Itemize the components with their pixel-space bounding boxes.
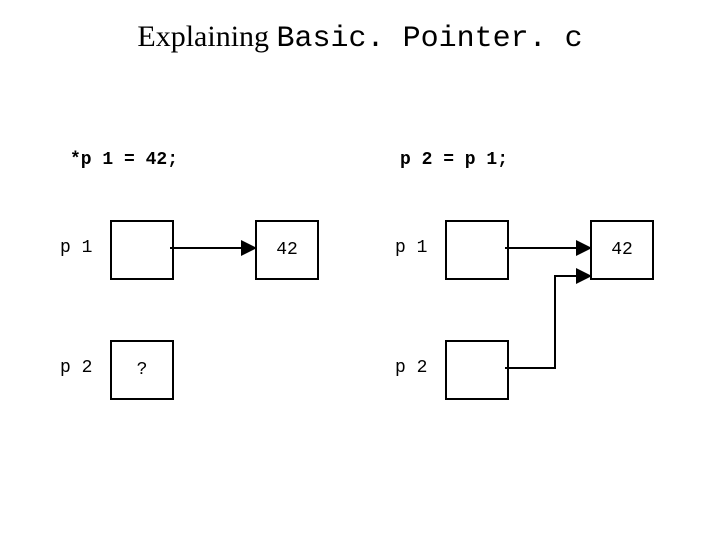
title-mono: Basic. Pointer. c — [277, 22, 583, 56]
left-p1-box — [110, 220, 174, 280]
left-p2-val: ? — [137, 360, 148, 380]
right-p1-box — [445, 220, 509, 280]
right-p2-label: p 2 — [395, 358, 427, 378]
right-arrow-p2-to-42 — [505, 276, 590, 368]
right-p1-label: p 1 — [395, 238, 427, 258]
right-code: p 2 = p 1; — [400, 150, 508, 170]
right-val42-box: 42 — [590, 220, 654, 280]
left-code: *p 1 = 42; — [70, 150, 178, 170]
right-val42: 42 — [611, 240, 633, 260]
right-p2-box — [445, 340, 509, 400]
left-p2-label: p 2 — [60, 358, 92, 378]
left-val42: 42 — [276, 240, 298, 260]
left-p1-label: p 1 — [60, 238, 92, 258]
page-title: Explaining Basic. Pointer. c — [0, 20, 720, 56]
title-serif: Explaining — [137, 20, 276, 53]
left-val42-box: 42 — [255, 220, 319, 280]
left-p2-box: ? — [110, 340, 174, 400]
